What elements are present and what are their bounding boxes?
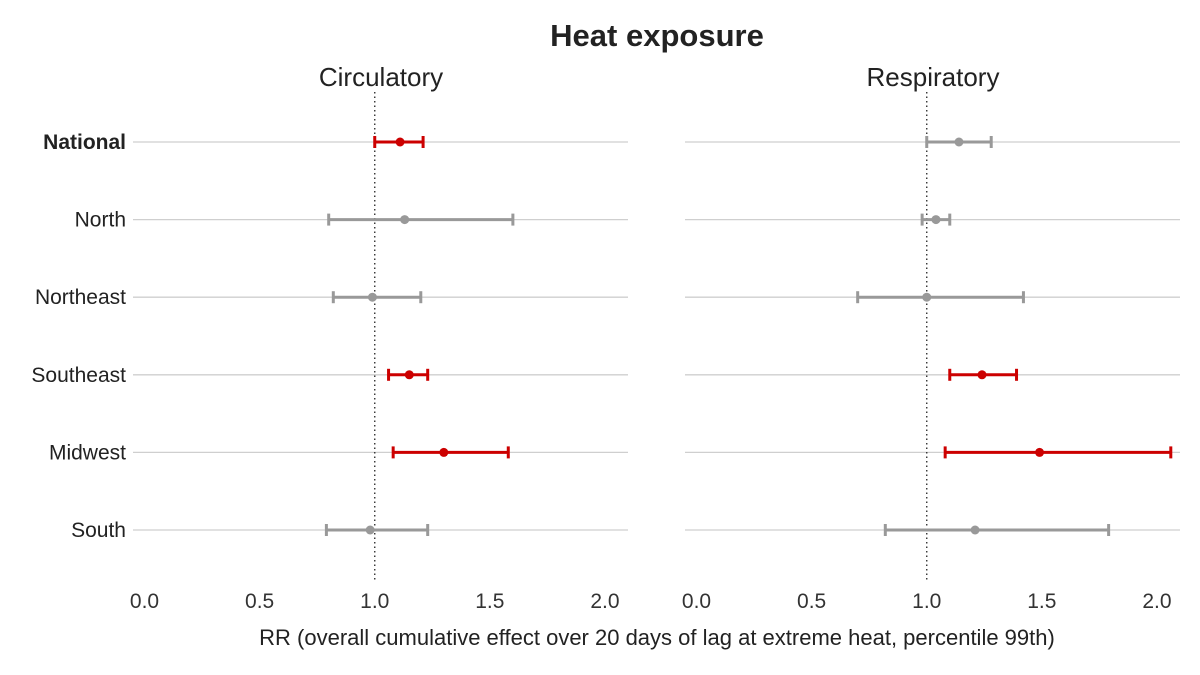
category-label-north: North — [75, 209, 126, 232]
x-tick-respiratory-1.5: 1.5 — [1027, 590, 1056, 613]
x-tick-circulatory-0.0: 0.0 — [130, 590, 159, 613]
category-label-national: National — [43, 131, 126, 154]
point-circulatory-midwest — [439, 447, 449, 457]
category-label-south: South — [71, 519, 126, 542]
category-label-northeast: Northeast — [35, 286, 126, 309]
category-label-southeast: Southeast — [31, 364, 126, 387]
x-tick-circulatory-1.0: 1.0 — [360, 590, 389, 613]
x-tick-circulatory-1.5: 1.5 — [475, 590, 504, 613]
x-tick-respiratory-2.0: 2.0 — [1142, 590, 1171, 613]
point-respiratory-north — [931, 215, 941, 225]
x-tick-circulatory-2.0: 2.0 — [590, 590, 619, 613]
chart-title: Heat exposure — [550, 18, 764, 53]
point-circulatory-national — [395, 137, 405, 147]
category-label-midwest: Midwest — [49, 441, 126, 464]
point-respiratory-national — [954, 137, 964, 147]
point-respiratory-midwest — [1035, 447, 1045, 457]
x-tick-respiratory-1.0: 1.0 — [912, 590, 941, 613]
x-tick-respiratory-0.0: 0.0 — [682, 590, 711, 613]
point-circulatory-northeast — [367, 292, 377, 302]
panel-title-circulatory: Circulatory — [319, 62, 443, 92]
point-respiratory-south — [970, 525, 980, 535]
plot-layer: National North Northeast Southeast Midwest So… — [31, 92, 1180, 613]
point-circulatory-north — [400, 215, 410, 225]
x-tick-respiratory-0.5: 0.5 — [797, 590, 826, 613]
x-tick-circulatory-0.5: 0.5 — [245, 590, 274, 613]
point-respiratory-southeast — [977, 370, 987, 380]
point-circulatory-southeast — [404, 370, 414, 380]
panel-title-respiratory: Respiratory — [867, 62, 1000, 92]
point-circulatory-south — [365, 525, 375, 535]
point-respiratory-northeast — [922, 292, 932, 302]
x-axis-label: RR (overall cumulative effect over 20 da… — [259, 625, 1055, 650]
